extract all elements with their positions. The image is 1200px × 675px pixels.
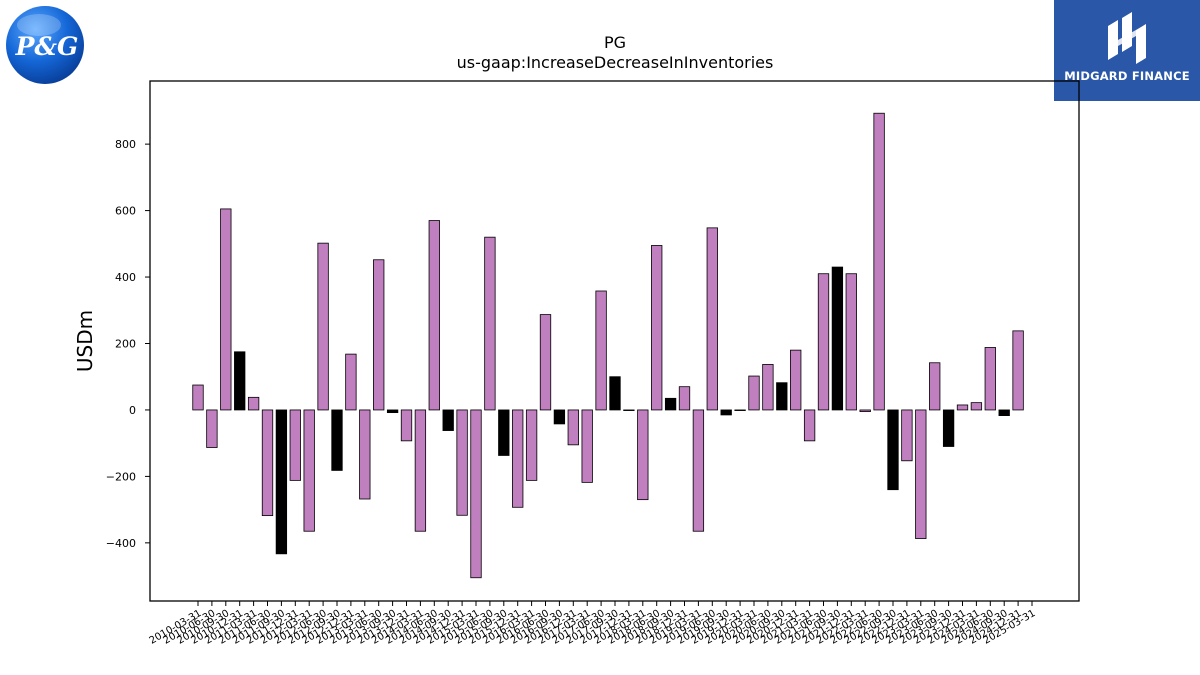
midgard-finance-logo: MIDGARD FINANCE bbox=[1054, 0, 1200, 101]
bar-2013-06-30 bbox=[373, 259, 385, 411]
y-axis-ticks: −400 −200 0 200 400 600 800 bbox=[106, 138, 150, 550]
bar-2016-06-30 bbox=[539, 314, 552, 411]
bar-2014-12-31 bbox=[456, 409, 468, 516]
bar-2022-09-30 bbox=[887, 409, 899, 491]
bar-2020-12-31 bbox=[790, 349, 802, 411]
chart-title: PG bbox=[604, 33, 626, 52]
bar-2010-09-30 bbox=[220, 208, 232, 411]
bar-2017-06-30 bbox=[595, 290, 607, 411]
y-tick-label: 400 bbox=[115, 271, 136, 284]
pg-logo-text: P&G bbox=[15, 32, 79, 61]
bar-2021-09-30 bbox=[831, 266, 844, 411]
y-tick-label: 600 bbox=[115, 205, 136, 218]
bar-2024-09-30 bbox=[998, 409, 1010, 417]
bar-2016-12-31 bbox=[567, 409, 579, 446]
bar-2019-09-30 bbox=[720, 409, 732, 416]
x-axis-ticks: 2010-03-312010-06-302010-09-302010-12-31… bbox=[148, 601, 1038, 647]
bar-2023-03-31 bbox=[915, 409, 927, 539]
bars-group bbox=[192, 112, 1024, 579]
bar-2019-03-31 bbox=[692, 409, 705, 532]
bar-2017-03-31 bbox=[581, 409, 593, 483]
bar-2012-12-31 bbox=[345, 353, 357, 411]
y-tick-label: 200 bbox=[115, 337, 136, 350]
bar-2015-06-30 bbox=[484, 236, 496, 411]
bar-2013-09-30 bbox=[386, 409, 399, 414]
bar-2021-03-31 bbox=[803, 409, 816, 442]
bar-2013-12-31 bbox=[400, 409, 413, 442]
bar-2023-06-30 bbox=[929, 362, 941, 411]
bar-2024-12-31 bbox=[1012, 330, 1024, 411]
bar-2018-06-30 bbox=[651, 245, 663, 411]
bar-2018-09-30 bbox=[664, 397, 677, 411]
y-tick-label: 0 bbox=[129, 404, 136, 417]
bar-2014-09-30 bbox=[442, 409, 454, 431]
bar-2020-09-30 bbox=[776, 382, 788, 411]
bar-2015-03-31 bbox=[470, 409, 482, 579]
bar-2023-12-31 bbox=[956, 404, 969, 411]
midgard-name: MIDGARD FINANCE bbox=[1064, 69, 1190, 83]
plot-frame bbox=[149, 80, 1080, 602]
bar-2020-06-30 bbox=[762, 364, 774, 411]
y-tick-label: −200 bbox=[106, 470, 136, 483]
bar-2017-09-30 bbox=[609, 376, 621, 411]
y-axis-label: USDm bbox=[73, 310, 97, 372]
y-tick-label: 800 bbox=[115, 138, 136, 151]
bar-2024-03-31 bbox=[970, 402, 983, 411]
bar-2011-06-30 bbox=[261, 409, 274, 517]
bar-2016-09-30 bbox=[553, 409, 566, 425]
bar-2010-03-31 bbox=[192, 384, 204, 411]
bar-2011-09-30 bbox=[275, 409, 288, 555]
bar-2019-12-31 bbox=[734, 409, 746, 411]
bar-2018-03-31 bbox=[637, 409, 649, 501]
bar-2013-03-31 bbox=[359, 409, 371, 500]
bar-2021-06-30 bbox=[817, 273, 830, 411]
bar-2012-09-30 bbox=[331, 409, 343, 471]
bar-2015-12-31 bbox=[512, 409, 524, 508]
pg-logo: P&G bbox=[5, 5, 85, 85]
bar-2023-09-30 bbox=[942, 409, 955, 447]
bar-2022-12-31 bbox=[901, 409, 913, 462]
chart-subtitle: us-gaap:IncreaseDecreaseInInventories bbox=[457, 53, 774, 72]
bar-2014-06-30 bbox=[428, 220, 440, 411]
y-tick-label: −400 bbox=[106, 537, 136, 550]
bar-2018-12-31 bbox=[678, 386, 691, 411]
bar-2011-12-31 bbox=[289, 409, 301, 481]
bar-2012-06-30 bbox=[317, 242, 329, 411]
bar-2016-03-31 bbox=[525, 409, 538, 481]
bar-2010-06-30 bbox=[206, 409, 218, 448]
bar-2022-03-31 bbox=[859, 409, 871, 413]
bar-2011-03-31 bbox=[247, 396, 260, 411]
bar-2022-06-30 bbox=[873, 112, 885, 411]
bar-2017-12-31 bbox=[623, 409, 635, 411]
bar-2014-03-31 bbox=[414, 409, 427, 532]
bar-2012-03-31 bbox=[303, 409, 315, 532]
midgard-mark-icon bbox=[1108, 12, 1146, 64]
bar-2010-12-31 bbox=[234, 351, 246, 411]
bar-2024-06-30 bbox=[984, 347, 996, 411]
bar-2021-12-31 bbox=[845, 273, 857, 411]
bar-2019-06-30 bbox=[706, 227, 718, 411]
bar-2015-09-30 bbox=[498, 409, 510, 456]
bar-2020-03-31 bbox=[748, 375, 760, 411]
